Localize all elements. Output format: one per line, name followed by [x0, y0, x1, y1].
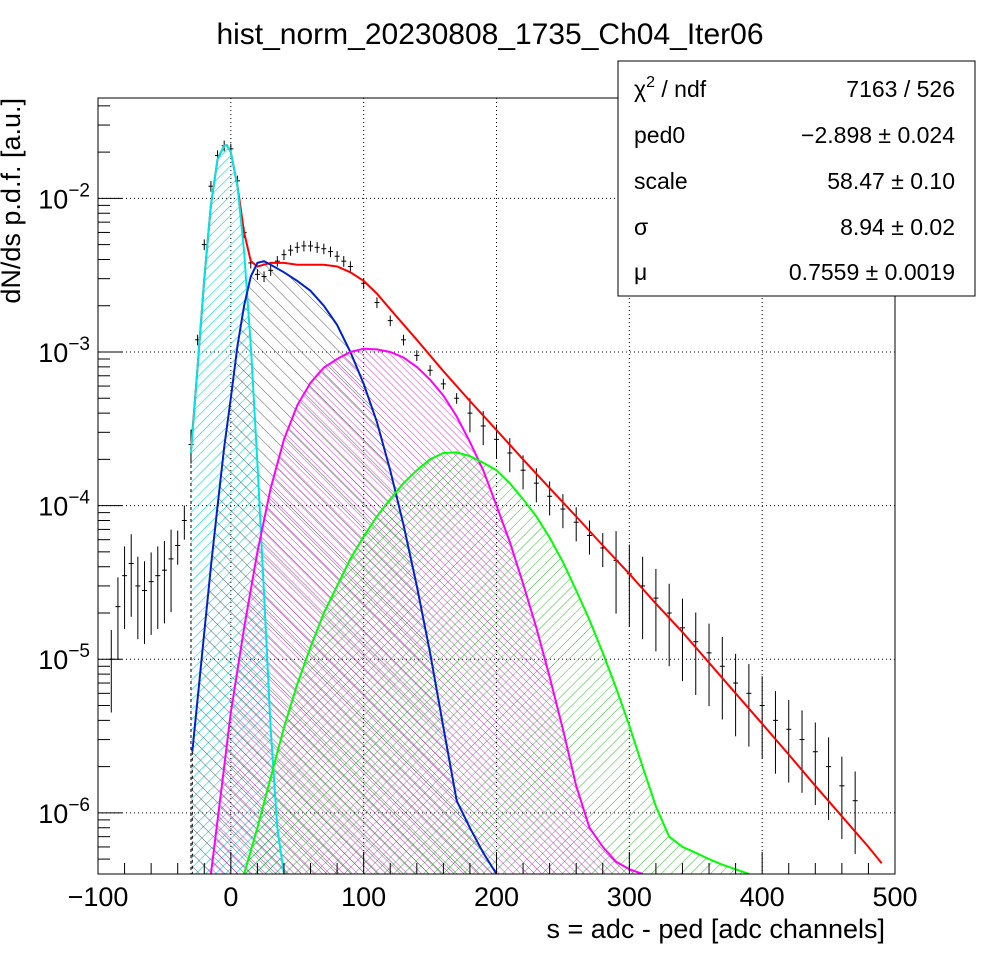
stats-value: 8.94 ± 0.02: [840, 214, 955, 240]
x-tick-label: 400: [740, 882, 785, 912]
stats-box: χ2 / ndf 7163 / 526 ped0 −2.898 ± 0.024 scal…: [617, 60, 976, 297]
x-axis-label: s = adc - ped [adc channels]: [547, 914, 885, 944]
fit-curves: [190, 143, 883, 874]
chart-title: hist_norm_20230808_1735_Ch04_Iter06: [216, 18, 763, 51]
stats-value: 0.7559 ± 0.0019: [789, 259, 955, 285]
stats-label: scale: [634, 168, 688, 194]
x-tick-label: 100: [341, 882, 386, 912]
y-tick-label: 10−2: [38, 180, 90, 214]
stats-label: μ: [634, 259, 647, 285]
axes: −100 0 100 200 300 400 500 10−6 10−5 10−4 10−3 10−2: [38, 105, 918, 912]
fit-component-curve-2: [190, 143, 285, 874]
y-tick-label: 10−3: [38, 334, 90, 368]
x-tick-label: 500: [872, 882, 917, 912]
fit-component-curve-3: [191, 260, 498, 874]
y-tick-label: 10−4: [38, 488, 90, 522]
component-fills: [190, 145, 749, 874]
x-tick-label: −100: [68, 882, 129, 912]
stats-label: ped0: [634, 122, 685, 148]
stats-label: σ: [634, 214, 648, 240]
x-tick-label: 200: [474, 882, 519, 912]
stats-label: χ2 / ndf: [634, 74, 707, 102]
y-tick-label: 10−6: [38, 795, 90, 829]
fit-component-curve-5: [243, 451, 750, 874]
stats-value: 58.47 ± 0.10: [827, 168, 955, 194]
y-tick-label: 10−5: [38, 641, 90, 675]
x-tick-label: 0: [223, 882, 238, 912]
stats-value: 7163 / 526: [846, 76, 955, 102]
component-fill-5: [244, 452, 749, 874]
y-axis-label: dN/ds p.d.f. [a.u.]: [0, 98, 26, 304]
stats-value: −2.898 ± 0.024: [801, 122, 955, 148]
x-tick-label: 300: [607, 882, 652, 912]
fit-component-curve-4: [209, 347, 643, 874]
